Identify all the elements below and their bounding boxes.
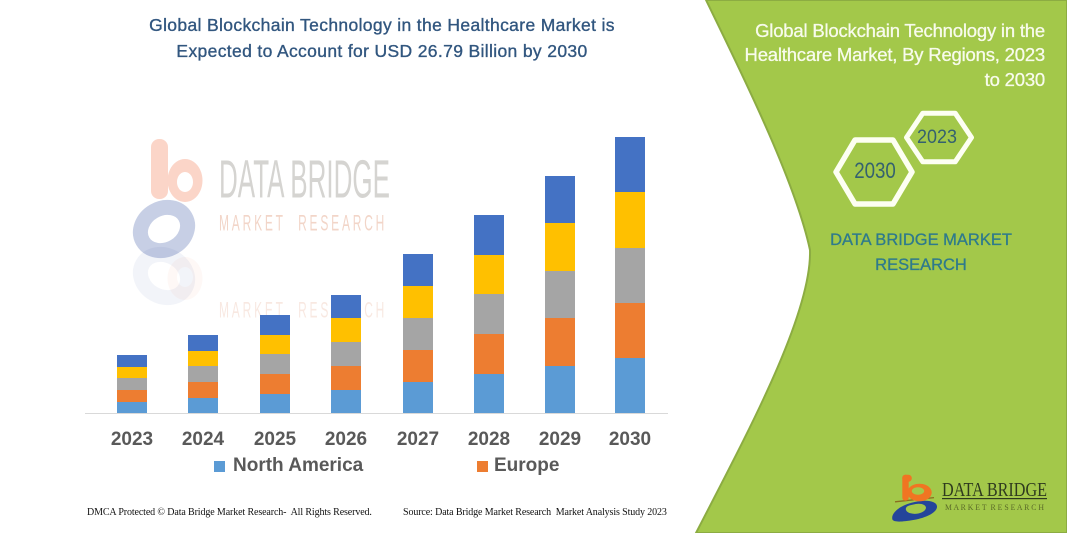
svg-text:DATA BRIDGE: DATA BRIDGE (942, 480, 1047, 501)
svg-text:M A R K E T R E S E A R C H: M A R K E T R E S E A R C H (945, 502, 1044, 512)
